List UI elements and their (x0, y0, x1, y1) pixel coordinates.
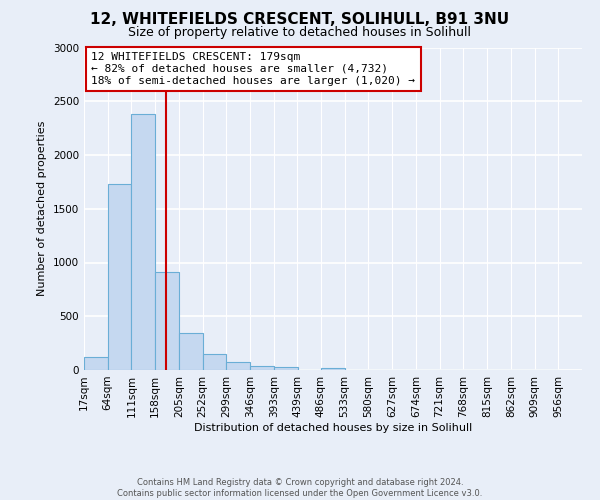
Bar (84, 357, 108, 370)
Y-axis label: Number of detached properties: Number of detached properties (37, 121, 47, 296)
Bar (108, 184, 131, 370)
Text: 12 WHITEFIELDS CRESCENT: 179sqm
← 82% of detached houses are smaller (4,732)
18%: 12 WHITEFIELDS CRESCENT: 179sqm ← 82% of… (91, 52, 415, 86)
Bar (203, 354, 226, 370)
X-axis label: Distribution of detached houses by size in Solihull: Distribution of detached houses by size … (194, 422, 472, 432)
Text: 12, WHITEFIELDS CRESCENT, SOLIHULL, B91 3NU: 12, WHITEFIELDS CRESCENT, SOLIHULL, B91 … (91, 12, 509, 28)
Text: Contains HM Land Registry data © Crown copyright and database right 2024.
Contai: Contains HM Land Registry data © Crown c… (118, 478, 482, 498)
Bar (155, 272, 179, 370)
Bar (226, 362, 250, 370)
Text: Size of property relative to detached houses in Solihull: Size of property relative to detached ho… (128, 26, 472, 39)
Bar (131, 114, 155, 370)
Bar (321, 368, 344, 370)
Bar (179, 334, 203, 370)
Bar (250, 366, 274, 370)
Bar (274, 368, 298, 370)
